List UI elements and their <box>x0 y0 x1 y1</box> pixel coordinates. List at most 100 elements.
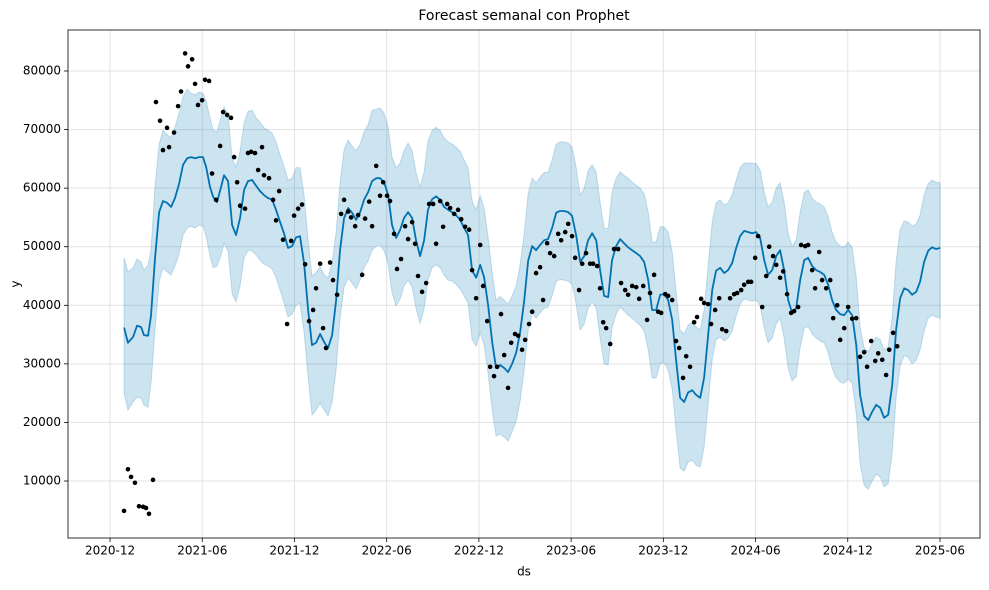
observation-point <box>555 231 561 237</box>
x-tick-label: 2023-06 <box>546 544 596 558</box>
observation-point <box>261 172 267 178</box>
x-tick-label: 2024-12 <box>823 544 873 558</box>
uncertainty-band <box>123 88 941 491</box>
observation-point <box>220 109 226 115</box>
observation-point <box>886 347 892 353</box>
observation-point <box>270 197 276 203</box>
observation-point <box>515 333 521 339</box>
observation-point <box>827 277 833 283</box>
observation-point <box>284 321 290 327</box>
observation-point <box>576 287 582 293</box>
observation-point <box>402 223 408 229</box>
observation-point <box>447 205 453 211</box>
observation-point <box>202 77 208 83</box>
observation-point <box>583 250 589 256</box>
observation-point <box>373 163 379 169</box>
observation-point <box>359 272 365 278</box>
y-tick-label: 30000 <box>23 356 61 370</box>
observation-point <box>770 253 776 259</box>
observation-point <box>676 345 682 351</box>
observation-point <box>259 144 265 150</box>
observation-point <box>206 78 212 84</box>
observation-point <box>644 317 650 323</box>
observation-point <box>569 233 575 239</box>
observation-point <box>288 238 294 244</box>
observation-point <box>522 337 528 343</box>
observation-point <box>698 296 704 302</box>
observation-point <box>189 56 195 62</box>
observation-point <box>128 474 134 480</box>
observation-point <box>419 289 425 295</box>
observation-point <box>890 330 896 336</box>
observation-point <box>362 216 368 221</box>
observation-point <box>777 275 783 281</box>
observation-point <box>391 231 397 237</box>
observation-point <box>819 277 825 283</box>
observation-point <box>683 353 689 359</box>
observation-point <box>579 261 585 267</box>
observation-point <box>317 261 323 267</box>
observation-point <box>823 286 829 291</box>
observation-point <box>405 236 411 242</box>
chart-title: Forecast semanal con Prophet <box>418 8 630 24</box>
observation-point <box>651 272 657 278</box>
observation-point <box>752 255 758 261</box>
observation-point <box>166 144 172 150</box>
observation-point <box>469 267 475 273</box>
observation-point <box>330 277 336 283</box>
observation-point <box>473 295 479 301</box>
observation-point <box>121 508 127 514</box>
observation-point <box>231 154 237 160</box>
observation-point <box>384 193 390 199</box>
observation-point <box>791 308 797 314</box>
observation-point <box>748 279 754 285</box>
observation-point <box>625 292 631 298</box>
y-axis-label: y <box>9 280 23 287</box>
observation-point <box>537 264 543 270</box>
observation-point <box>723 328 729 334</box>
observation-point <box>830 315 836 321</box>
observation-point <box>501 352 507 358</box>
observation-point <box>415 273 421 279</box>
forecast-line <box>123 156 941 421</box>
observation-point <box>845 304 851 310</box>
observation-point <box>812 286 818 291</box>
observation-point <box>590 261 596 267</box>
observation-point <box>607 341 613 347</box>
observation-point <box>398 256 404 262</box>
observation-point <box>150 477 156 483</box>
observation-point <box>875 351 881 356</box>
observation-point <box>345 209 351 214</box>
observation-point <box>280 237 286 242</box>
observation-point <box>834 302 840 308</box>
observation-point <box>727 295 733 301</box>
observation-point <box>505 385 511 391</box>
observation-point <box>600 319 606 325</box>
observation-point <box>669 297 675 303</box>
observation-point <box>879 357 885 363</box>
observation-point <box>242 206 248 211</box>
observation-point <box>237 203 243 209</box>
observation-point <box>705 301 711 307</box>
observation-point <box>487 364 493 370</box>
observation-point <box>171 130 177 135</box>
observation-point <box>455 207 461 213</box>
observation-point <box>409 219 415 225</box>
observation-point <box>857 354 863 360</box>
observation-point <box>412 241 418 247</box>
observation-point <box>712 307 718 313</box>
observation-point <box>228 115 234 121</box>
observation-point <box>433 241 439 247</box>
observation-point <box>633 284 639 290</box>
observation-point <box>462 224 468 230</box>
observation-point <box>618 280 624 286</box>
observation-point <box>430 201 436 207</box>
x-tick-label: 2021-06 <box>177 544 227 558</box>
observation-point <box>603 325 609 331</box>
y-tick-label: 10000 <box>23 474 61 488</box>
observation-point <box>597 286 603 291</box>
observation-point <box>394 266 400 272</box>
observation-point <box>217 143 223 149</box>
observation-point <box>572 255 578 261</box>
